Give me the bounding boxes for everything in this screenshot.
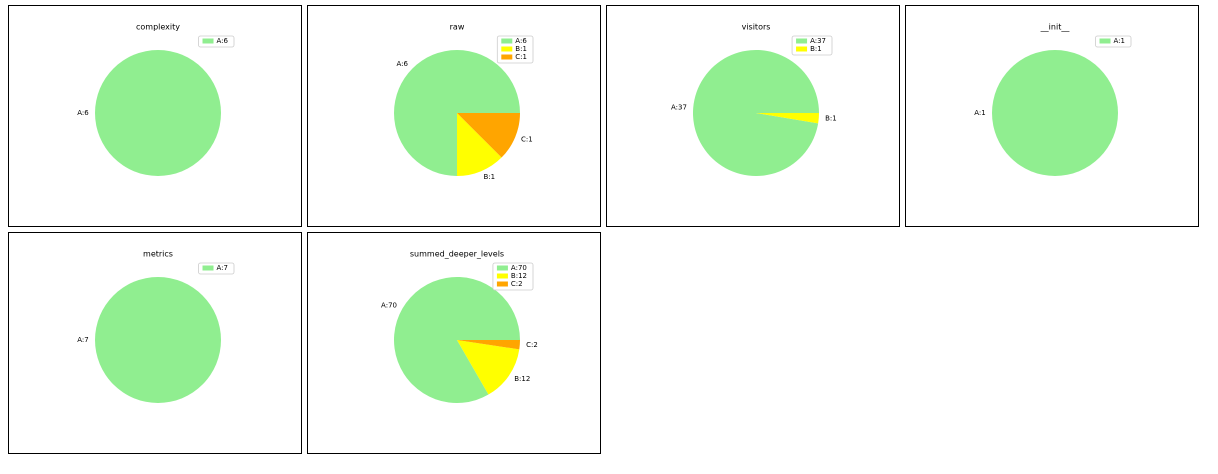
legend-swatch xyxy=(496,273,508,279)
legend-label: A:6 xyxy=(217,37,229,45)
legend-label: A:7 xyxy=(217,264,228,272)
legend: A:6B:1C:1 xyxy=(496,35,534,64)
legend-swatch xyxy=(1099,38,1111,44)
legend-label: B:12 xyxy=(511,272,527,280)
legend-swatch xyxy=(496,265,508,271)
pie-slice xyxy=(457,340,520,395)
slice-label: A:1 xyxy=(974,109,985,117)
chart-panel: summed_deeper_levelsA:70B:12C:2A:70B:12C… xyxy=(307,232,601,454)
legend-label: B:1 xyxy=(515,45,527,53)
pie-slice xyxy=(95,277,221,403)
legend-label: C:2 xyxy=(511,280,523,288)
legend-label: A:37 xyxy=(810,37,826,45)
slice-label: B:1 xyxy=(825,115,837,123)
pie-slice xyxy=(992,50,1118,176)
pie-slice xyxy=(95,50,221,176)
slice-label: A:70 xyxy=(381,301,397,309)
pie-slice xyxy=(457,113,502,176)
legend-label: B:1 xyxy=(810,45,822,53)
slice-label: C:1 xyxy=(521,136,533,144)
chart-title: __init__ xyxy=(1040,23,1071,32)
legend-label: A:6 xyxy=(515,37,527,45)
legend-label: C:1 xyxy=(515,53,527,61)
slice-label: A:6 xyxy=(397,60,409,68)
chart-panel: metrics A:7 A:7 xyxy=(8,232,302,454)
legend: A:37B:1 xyxy=(791,35,833,56)
slice-label: A:6 xyxy=(77,109,89,117)
legend: A:70B:12C:2 xyxy=(492,262,534,291)
slice-label: B:1 xyxy=(484,173,496,181)
pie-slice xyxy=(756,113,819,124)
slice-label: A:37 xyxy=(671,103,687,111)
chart-title: visitors xyxy=(742,23,771,32)
legend-swatch xyxy=(202,38,214,44)
slice-label: A:7 xyxy=(77,336,88,344)
slice-label: C:2 xyxy=(526,341,538,349)
pie-slice xyxy=(693,50,819,177)
legend: A:6 xyxy=(198,35,235,48)
pie-slice xyxy=(457,113,520,158)
pie-slice xyxy=(457,340,520,350)
legend: A:7 xyxy=(198,262,235,275)
chart-panel: complexity A:6 A:6 xyxy=(8,5,302,227)
chart-title: metrics xyxy=(143,250,173,259)
chart-panel: __init__ A:1 A:1 xyxy=(905,5,1199,227)
legend-label: A:70 xyxy=(511,264,527,272)
legend-swatch xyxy=(496,281,508,287)
legend-swatch xyxy=(202,265,214,271)
legend: A:1 xyxy=(1095,35,1132,48)
legend-swatch xyxy=(501,54,513,60)
legend-swatch xyxy=(796,46,808,52)
legend-swatch xyxy=(501,46,513,52)
legend-swatch xyxy=(796,38,808,44)
chart-title: summed_deeper_levels xyxy=(410,250,504,259)
chart-title: complexity xyxy=(136,23,180,32)
chart-title: raw xyxy=(450,23,465,32)
legend-label: A:1 xyxy=(1114,37,1125,45)
slice-label: B:12 xyxy=(514,375,530,383)
legend-swatch xyxy=(501,38,513,44)
